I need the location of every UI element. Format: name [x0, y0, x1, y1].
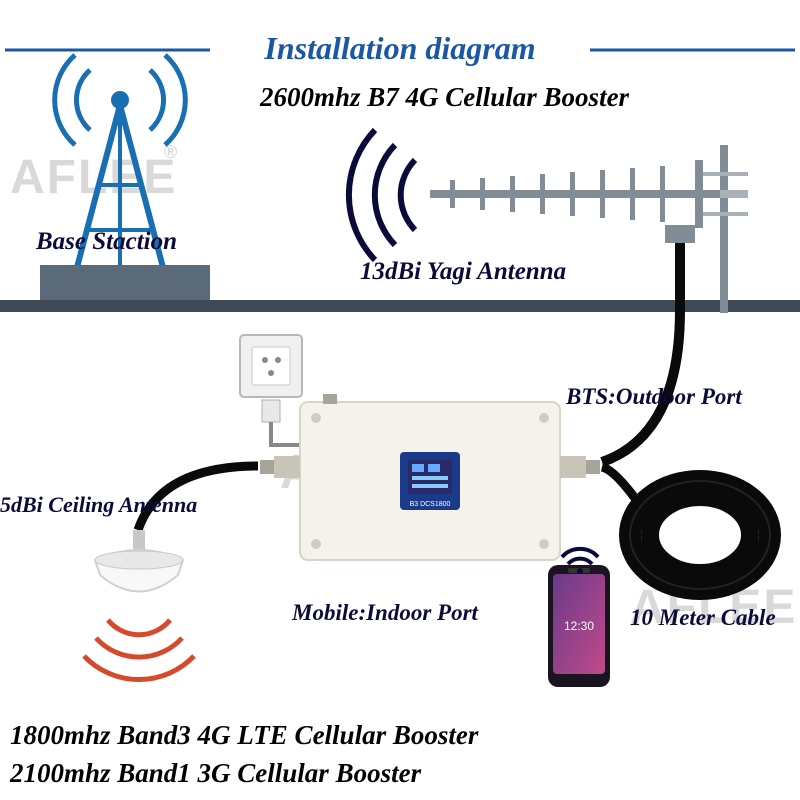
- booster-device: B3 DCS1800: [260, 394, 600, 560]
- label-bts-port: BTS:Outdoor Port: [566, 384, 742, 410]
- svg-text:B3 DCS1800: B3 DCS1800: [410, 501, 451, 508]
- footer-line-2: 2100mhz Band1 3G Cellular Booster: [10, 758, 421, 789]
- footer-line-1: 1800mhz Band3 4G LTE Cellular Booster: [10, 720, 478, 751]
- label-cable: 10 Meter Cable: [630, 605, 776, 631]
- cable-coil: [630, 481, 770, 589]
- label-mobile-port: Mobile:Indoor Port: [292, 600, 478, 626]
- label-base-station: Base Staction: [36, 228, 177, 256]
- diagram-title: Installation diagram: [0, 30, 800, 67]
- svg-text:12:30: 12:30: [564, 619, 594, 633]
- label-yagi: 13dBi Yagi Antenna: [360, 258, 566, 286]
- label-ceiling: 5dBi Ceiling Antenna: [0, 492, 197, 518]
- subtitle-2600: 2600mhz B7 4G Cellular Booster: [260, 82, 629, 113]
- phone-icon: 12:30: [548, 565, 610, 687]
- installation-diagram-canvas: AFLEE AFLEE AFLEE ® ®: [0, 0, 800, 800]
